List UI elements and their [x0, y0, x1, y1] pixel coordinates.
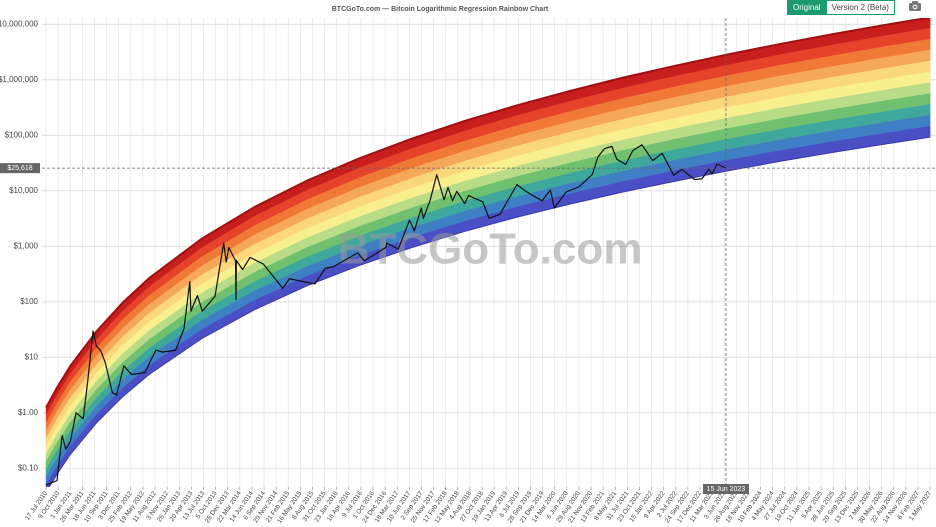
- y-tick-label: $1,000: [14, 241, 39, 250]
- y-tick-label: $1,000,000: [0, 75, 39, 84]
- y-tick-label: $10,000,000: [0, 19, 39, 28]
- price-line: [45, 144, 727, 486]
- y-tick-label: $1.00: [18, 408, 39, 417]
- rainbow: [45, 18, 931, 487]
- watermark: BTCGoTo.com: [338, 225, 643, 274]
- chart-title: BTCGoTo.com — Bitcoin Logarithmic Regres…: [332, 6, 549, 13]
- y-tick-label: $10,000: [9, 186, 38, 195]
- crosshair-y-label: $25,618: [7, 165, 32, 172]
- y-tick-label: $100: [20, 297, 38, 306]
- y-tick-label: $10: [25, 352, 39, 361]
- band-lower-edge: [48, 136, 931, 487]
- button-version-2[interactable]: Version 2 (Beta): [826, 0, 895, 15]
- y-tick-label: $100,000: [5, 130, 39, 139]
- crosshair-x-box: [702, 484, 749, 494]
- band-upper-edge: [45, 18, 931, 409]
- button-original[interactable]: Original: [787, 0, 827, 15]
- camera-icon[interactable]: [908, 0, 922, 12]
- version-toggle: Original Version 2 (Beta): [787, 0, 895, 15]
- crosshair-x-label: 15 Jun 2023: [707, 486, 746, 493]
- y-tick-label: $0.10: [18, 463, 39, 472]
- price: [45, 144, 727, 486]
- crosshair-y-box: [0, 163, 40, 174]
